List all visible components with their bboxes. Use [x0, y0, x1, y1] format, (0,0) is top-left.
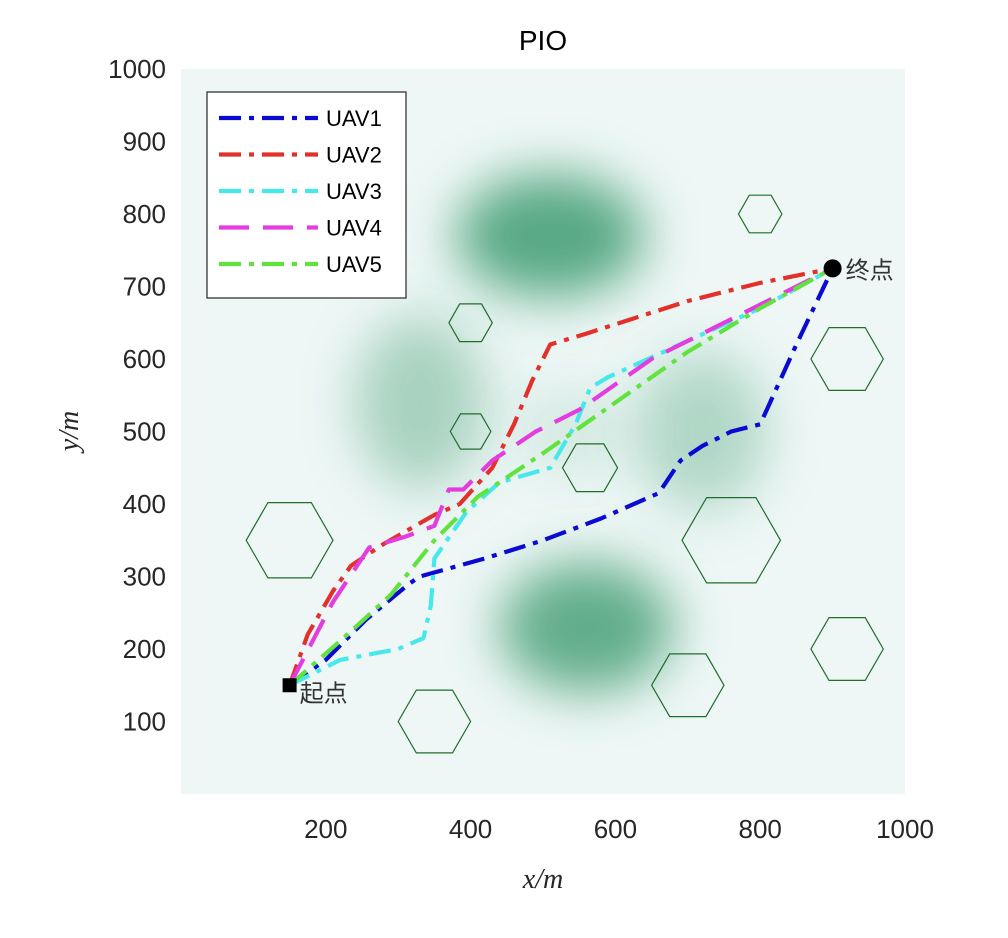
path-uav3 — [288, 266, 834, 688]
legend-label-uav2: UAV2 — [326, 143, 382, 168]
obstacle-hexagon — [448, 303, 493, 343]
markers: 起点 终点 — [282, 256, 894, 707]
obstacle-hexagon — [810, 327, 884, 391]
y-tick-label: 200 — [123, 634, 166, 664]
y-tick-label: 700 — [123, 272, 166, 302]
obstacle-hexagon — [561, 443, 619, 493]
x-axis-ticks: 200 400 600 800 1000 — [304, 814, 934, 844]
y-tick-label: 1000 — [108, 54, 166, 84]
legend-label-uav5: UAV5 — [326, 252, 382, 277]
legend-label-uav1: UAV1 — [326, 106, 382, 131]
path-uav1 — [288, 267, 835, 688]
legend-label-uav4: UAV4 — [326, 216, 382, 241]
x-tick-label: 1000 — [876, 814, 934, 844]
x-tick-label: 400 — [449, 814, 492, 844]
obstacle-hexagon — [737, 194, 783, 234]
start-label: 起点 — [300, 679, 348, 707]
y-tick-label: 800 — [123, 199, 166, 229]
y-axis-label: y/m — [54, 411, 85, 454]
x-tick-label: 200 — [304, 814, 347, 844]
legend-label-uav3: UAV3 — [326, 179, 382, 204]
y-tick-label: 600 — [123, 344, 166, 374]
obstacle-hexagon — [397, 689, 472, 754]
obstacle-hexagon — [681, 497, 782, 584]
obstacle-hexagon — [449, 413, 492, 450]
end-label: 终点 — [846, 256, 894, 284]
terrain-hill — [637, 351, 768, 512]
start-marker — [282, 678, 297, 693]
path-uav2 — [287, 266, 834, 687]
uav-paths — [287, 266, 835, 688]
path-uav4 — [287, 266, 834, 687]
end-marker — [823, 259, 842, 278]
y-tick-label: 500 — [123, 417, 166, 447]
path-uav5 — [288, 266, 834, 687]
y-tick-label: 900 — [123, 127, 166, 157]
x-tick-label: 800 — [739, 814, 782, 844]
obstacles — [245, 194, 884, 754]
y-tick-label: 300 — [123, 562, 166, 592]
y-axis-ticks: 100 200 300 400 500 600 700 800 900 1000 — [108, 54, 166, 737]
y-tick-label: 100 — [123, 707, 166, 737]
terrain-hills — [354, 174, 768, 693]
y-tick-label: 400 — [123, 489, 166, 519]
x-tick-label: 600 — [594, 814, 637, 844]
terrain-hill — [354, 315, 486, 490]
terrain-hill — [499, 562, 674, 693]
terrain-hill — [456, 174, 645, 298]
obstacle-hexagon — [810, 616, 884, 682]
obstacle-hexagon — [245, 502, 334, 579]
x-axis-label: x/m — [522, 864, 563, 895]
chart-title: PIO — [519, 25, 567, 56]
legend: UAV1 UAV2 UAV3 UAV4 UAV5 — [206, 91, 407, 299]
obstacle-hexagon — [650, 653, 725, 718]
